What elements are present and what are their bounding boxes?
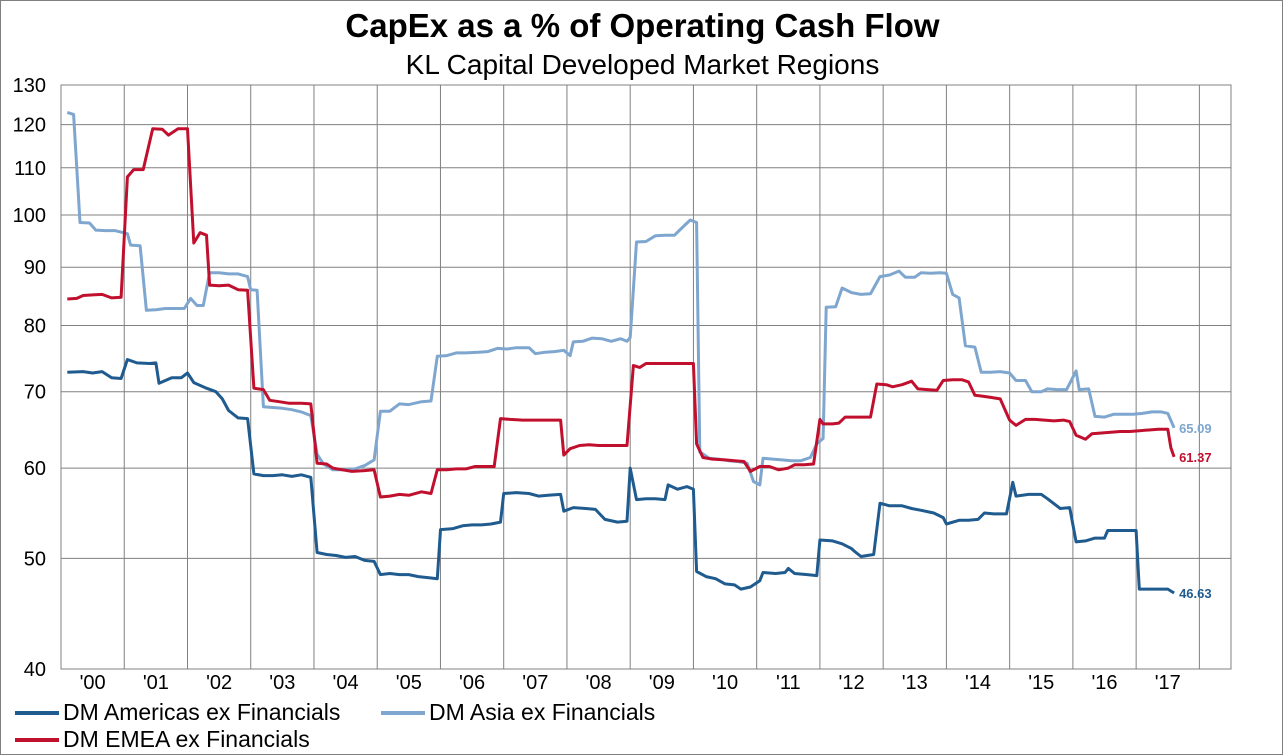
x-tick-label: '09 <box>649 672 675 694</box>
series-line-2 <box>67 127 1176 499</box>
x-tick-label: '04 <box>333 672 359 694</box>
series-line-0 <box>67 358 1175 595</box>
x-tick-label: '06 <box>459 672 485 694</box>
y-tick-label: 60 <box>24 458 46 480</box>
plot-frame <box>60 84 1232 670</box>
x-tick-label: '12 <box>839 672 865 694</box>
x-tick-label: '15 <box>1028 672 1054 694</box>
x-tick-label: '10 <box>712 672 738 694</box>
x-tick-label: '01 <box>143 672 169 694</box>
chart-subtitle: KL Capital Developed Market Regions <box>405 49 880 80</box>
series-end-label-2: 61.37 <box>1179 450 1212 465</box>
legend-label-emea: DM EMEA ex Financials <box>63 726 310 752</box>
x-tick-label: '08 <box>586 672 612 694</box>
legend-swatch-americas <box>15 710 59 715</box>
x-tick-label: '13 <box>902 672 928 694</box>
x-tick-label: '00 <box>80 672 106 694</box>
chart-title: CapEx as a % of Operating Cash Flow <box>345 7 940 44</box>
x-tick-label: '07 <box>522 672 548 694</box>
y-tick-label: 120 <box>13 115 46 137</box>
series-line-1 <box>66 110 1176 487</box>
y-tick-label: 100 <box>13 205 46 227</box>
legend-label-asia: DM Asia ex Financials <box>429 699 656 725</box>
y-tick-label: 90 <box>24 257 46 279</box>
legend-swatch-asia <box>381 710 425 715</box>
series-end-label-0: 46.63 <box>1179 586 1212 601</box>
x-tick-label: '14 <box>965 672 991 694</box>
series-end-label-1: 65.09 <box>1179 421 1212 436</box>
y-tick-label: 40 <box>24 659 46 681</box>
legend-item-emea[interactable]: DM EMEA ex Financials <box>15 726 310 753</box>
y-tick-label: 50 <box>24 548 46 570</box>
y-tick-label: 70 <box>24 382 46 404</box>
legend-label-americas: DM Americas ex Financials <box>63 699 341 725</box>
legend-swatch-emea <box>15 737 59 742</box>
x-tick-label: '02 <box>206 672 232 694</box>
legend-item-americas[interactable]: DM Americas ex Financials <box>15 699 340 726</box>
x-tick-label: '16 <box>1091 672 1117 694</box>
y-tick-label: 80 <box>24 316 46 338</box>
x-tick-label: '17 <box>1155 672 1181 694</box>
legend-item-asia[interactable]: DM Asia ex Financials <box>381 699 655 726</box>
x-tick-label: '05 <box>396 672 422 694</box>
y-tick-label: 130 <box>13 75 46 97</box>
y-tick-label: 110 <box>14 158 46 180</box>
x-tick-label: '03 <box>269 672 295 694</box>
x-tick-label: '11 <box>776 672 801 694</box>
